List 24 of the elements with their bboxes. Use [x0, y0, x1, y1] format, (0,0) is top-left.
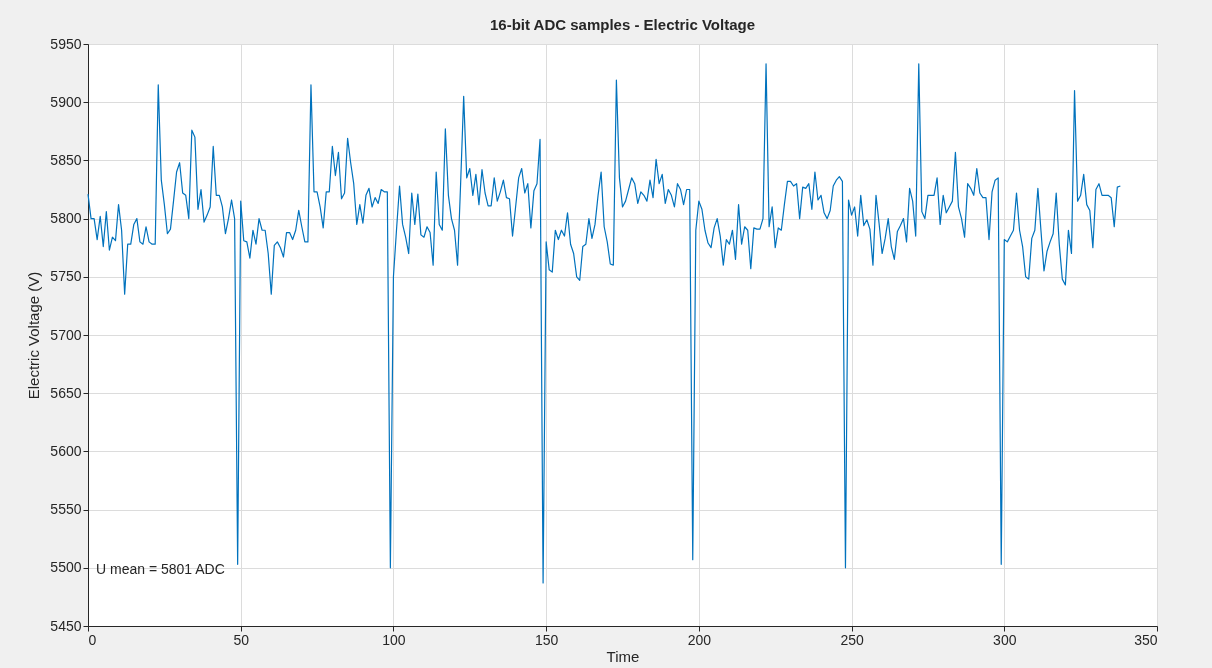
chart-title: 16-bit ADC samples - Electric Voltage	[489, 16, 756, 33]
y-tick-label: 5600	[50, 442, 82, 459]
x-tick-label: 0	[88, 631, 97, 648]
y-tick-label: 5550	[50, 501, 82, 518]
y-tick-label: 5500	[50, 559, 82, 576]
x-axis-title: Time	[606, 647, 640, 665]
y-tick-label: 5750	[50, 268, 82, 285]
x-tick-label: 250	[840, 631, 864, 648]
x-tick-label: 350	[1134, 631, 1158, 648]
y-tick-label: 5650	[50, 384, 82, 401]
y-tick-label: 5450	[50, 617, 82, 634]
y-tick-label: 5850	[50, 151, 82, 168]
y-tick-label: 5700	[50, 326, 82, 343]
y-axis-title: Electric Voltage (V)	[25, 271, 43, 400]
line-series	[87, 63, 1121, 584]
y-tick-label: 5950	[50, 35, 82, 52]
x-tick-label: 300	[993, 631, 1017, 648]
y-tick-label: 5900	[50, 93, 82, 110]
annotation: U mean = 5801 ADC	[96, 561, 225, 577]
x-tick-label: 200	[687, 631, 712, 648]
x-tick-label: 100	[382, 631, 406, 648]
x-tick-label: 150	[534, 631, 559, 648]
x-tick-label: 50	[233, 631, 250, 648]
y-tick-label: 5800	[50, 210, 82, 227]
